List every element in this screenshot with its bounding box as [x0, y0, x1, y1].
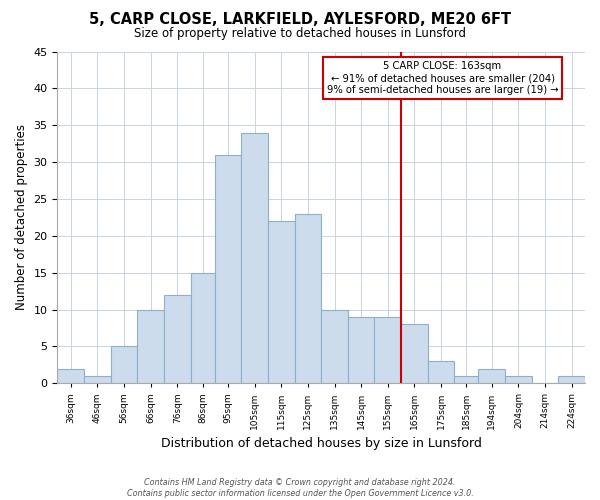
- Bar: [505, 376, 532, 384]
- Text: 5, CARP CLOSE, LARKFIELD, AYLESFORD, ME20 6FT: 5, CARP CLOSE, LARKFIELD, AYLESFORD, ME2…: [89, 12, 511, 28]
- Bar: [110, 346, 137, 384]
- Text: 5 CARP CLOSE: 163sqm
← 91% of detached houses are smaller (204)
9% of semi-detac: 5 CARP CLOSE: 163sqm ← 91% of detached h…: [327, 62, 559, 94]
- Bar: [348, 317, 374, 384]
- Bar: [374, 317, 401, 384]
- X-axis label: Distribution of detached houses by size in Lunsford: Distribution of detached houses by size …: [161, 437, 482, 450]
- Bar: [164, 295, 191, 384]
- Y-axis label: Number of detached properties: Number of detached properties: [15, 124, 28, 310]
- Text: Size of property relative to detached houses in Lunsford: Size of property relative to detached ho…: [134, 28, 466, 40]
- Bar: [191, 272, 215, 384]
- Bar: [478, 368, 505, 384]
- Bar: [241, 132, 268, 384]
- Bar: [321, 310, 348, 384]
- Bar: [215, 154, 241, 384]
- Bar: [58, 368, 84, 384]
- Text: Contains HM Land Registry data © Crown copyright and database right 2024.
Contai: Contains HM Land Registry data © Crown c…: [127, 478, 473, 498]
- Bar: [401, 324, 428, 384]
- Bar: [268, 221, 295, 384]
- Bar: [454, 376, 478, 384]
- Bar: [559, 376, 585, 384]
- Bar: [84, 376, 110, 384]
- Bar: [295, 214, 321, 384]
- Bar: [137, 310, 164, 384]
- Bar: [428, 361, 454, 384]
